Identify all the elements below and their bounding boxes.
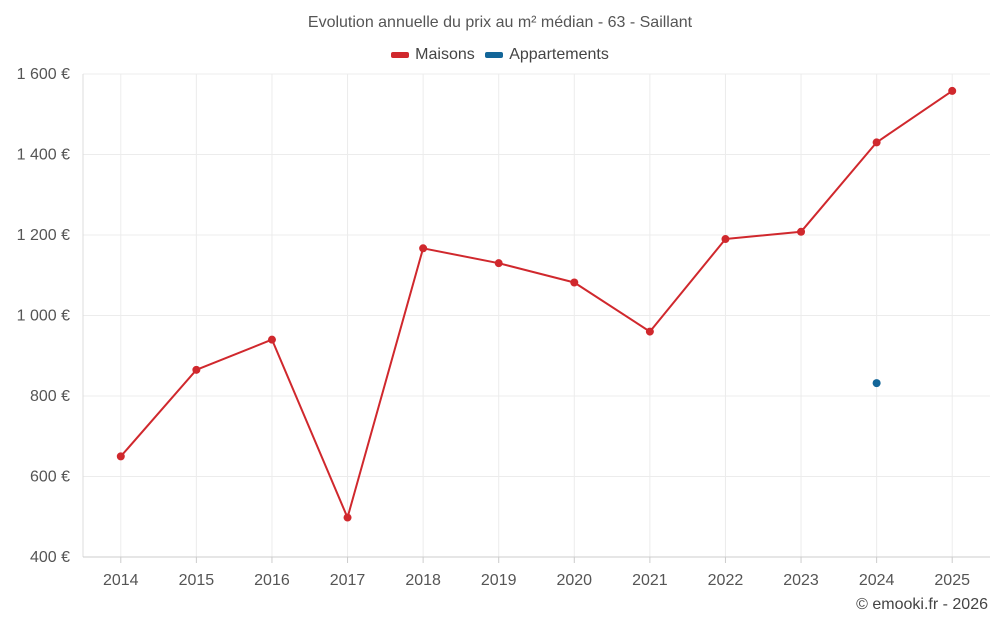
legend: Maisons Appartements [0,45,1000,64]
x-tick-label: 2020 [556,572,592,589]
x-tick-label: 2022 [708,572,744,589]
legend-swatch-appartements [485,52,504,58]
legend-label-maisons: Maisons [415,46,475,63]
footer-credit: © emooki.fr - 2026 [856,596,988,613]
x-tick-label: 2016 [254,572,290,589]
x-tick-label: 2025 [934,572,970,589]
y-tick-label: 1 400 € [17,147,70,164]
data-point-appartements-2024 [872,379,881,388]
legend-swatch-maisons [391,52,410,58]
x-tick-label: 2017 [330,572,366,589]
y-tick-label: 1 600 € [17,66,70,83]
x-tick-label: 2019 [481,572,517,589]
data-point-maisons-2016 [267,335,276,344]
data-point-maisons-2022 [721,235,730,244]
y-tick-label: 400 € [30,549,70,566]
y-tick-label: 600 € [30,469,70,486]
x-tick-label: 2015 [179,572,215,589]
data-point-maisons-2018 [419,244,428,253]
series-line-maisons [120,90,953,519]
x-tick-label: 2014 [103,572,139,589]
data-point-maisons-2025 [948,86,957,95]
chart-title: Evolution annuelle du prix au m² médian … [307,14,693,31]
data-point-maisons-2023 [797,227,806,236]
x-tick-label: 2023 [783,572,819,589]
y-tick-label: 1 000 € [17,308,70,325]
data-point-maisons-2015 [192,365,201,374]
y-tick-label: 800 € [30,388,70,405]
legend-item-maisons[interactable]: Maisons [391,46,475,64]
legend-item-appartements[interactable]: Appartements [485,46,609,64]
x-tick-label: 2021 [632,572,668,589]
data-point-maisons-2019 [494,259,503,268]
legend-label-appartements: Appartements [509,46,609,63]
data-point-maisons-2014 [116,452,125,461]
data-point-maisons-2021 [645,327,654,336]
data-point-maisons-2020 [570,278,579,287]
x-tick-label: 2024 [859,572,895,589]
data-point-maisons-2017 [343,513,352,522]
x-tick-label: 2018 [405,572,441,589]
y-tick-label: 1 200 € [17,227,70,244]
data-point-maisons-2024 [872,138,881,147]
